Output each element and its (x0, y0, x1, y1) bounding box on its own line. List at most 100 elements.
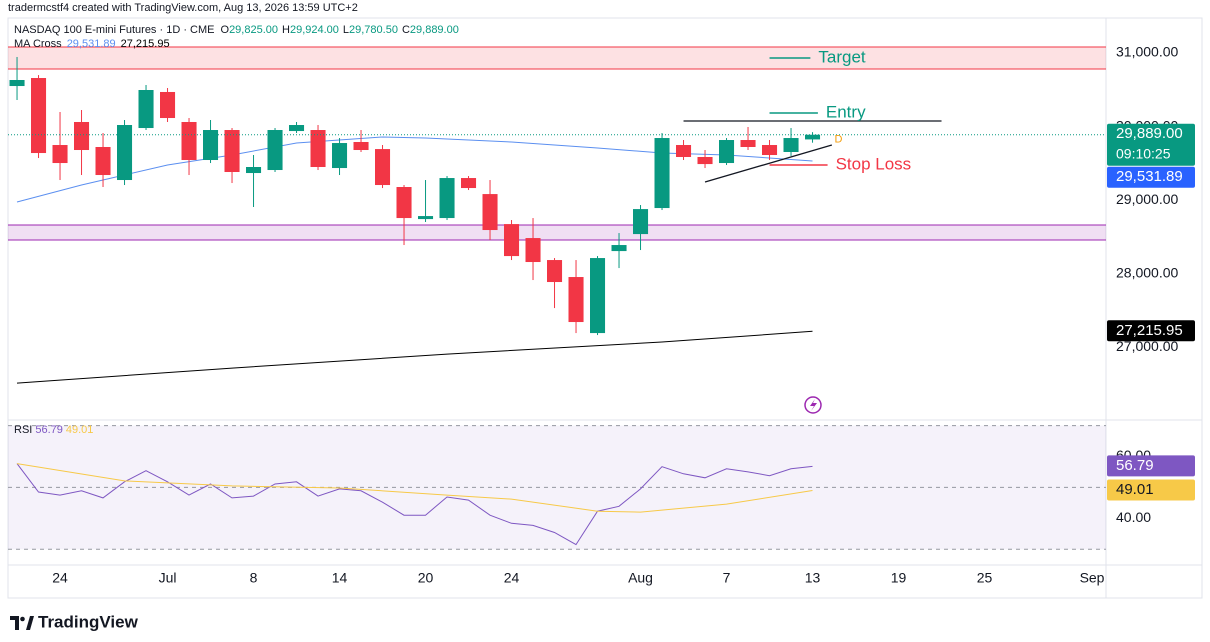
price-badge-label: 49.01 (1116, 481, 1154, 498)
y-tick-label: 29,000.00 (1116, 191, 1178, 207)
candle-body (332, 143, 348, 169)
legend-title: NASDAQ 100 E-mini Futures · 1D · CME (14, 24, 215, 36)
legend-key: H (282, 24, 290, 36)
candle-body (418, 216, 434, 220)
candle-body (267, 130, 283, 171)
zone (8, 225, 1106, 241)
candle-body (117, 125, 133, 181)
candle-body (805, 134, 821, 140)
y-tick-label: 27,000.00 (1116, 338, 1178, 354)
price-badge-label: 29,531.89 (1116, 168, 1183, 185)
price-pane: 27,000.0028,000.0029,000.0030,000.0031,0… (8, 24, 1178, 384)
y-tick-label: 40.00 (1116, 509, 1151, 525)
candle-body (138, 90, 154, 129)
legend-value: 49.01 (66, 424, 94, 436)
footer-logo (10, 616, 34, 630)
legend-value: 29,825.00 (229, 24, 278, 36)
price-badge (1107, 166, 1195, 188)
legend-value: 29,531.89 (67, 38, 116, 50)
candle-body (611, 245, 627, 252)
price-badge-label: 56.79 (1116, 457, 1154, 474)
annotation-label: Stop Loss (836, 155, 912, 174)
trend-line (704, 144, 833, 183)
candle-body (181, 121, 197, 161)
legend: NASDAQ 100 E-mini Futures · 1D · CME O29,… (14, 24, 459, 36)
moving-average (16, 330, 813, 384)
rsi-line (16, 463, 813, 546)
candle-body (525, 238, 541, 263)
candle-body (461, 178, 477, 189)
price-badge-label: 27,215.95 (1116, 322, 1183, 339)
y-tick-label: 28,000.00 (1116, 264, 1178, 280)
zone (8, 46, 1106, 70)
legend-key: O (221, 24, 230, 36)
annotation-label: Target (818, 47, 866, 66)
candle-body (654, 138, 670, 209)
legend-title: MA Cross (14, 38, 62, 50)
legend-key: L (343, 24, 349, 36)
logo-slash (26, 616, 34, 630)
candle-body (482, 194, 498, 231)
x-tick-label: 25 (977, 570, 993, 586)
countdown: 09:10:25 (1116, 145, 1171, 161)
candle-body (719, 140, 735, 164)
price-badge (1107, 455, 1195, 477)
candle-body (31, 78, 47, 154)
candle-body (203, 130, 219, 161)
chart-frame (7, 17, 1203, 599)
price-badge (1107, 320, 1195, 342)
candle-body (740, 140, 756, 147)
legend-key: C (402, 24, 410, 36)
candle-body (160, 91, 176, 119)
bar-marker: D (835, 134, 843, 146)
legend-value: 27,215.95 (121, 38, 170, 50)
x-tick-label: Aug (628, 570, 653, 586)
price-badge (1107, 123, 1195, 166)
legend-value: 29,924.00 (290, 24, 339, 36)
candle-body (224, 130, 240, 173)
x-tick-label: Sep (1080, 570, 1105, 586)
candle-body (762, 145, 778, 156)
legend-value: 56.79 (35, 424, 63, 436)
price-badge (1107, 479, 1195, 501)
legend: MA Cross 29,531.89 27,215.95 (14, 38, 170, 50)
rsi-band (8, 425, 1106, 550)
candle-body (547, 260, 563, 283)
candle-body (396, 187, 412, 219)
candle-body (676, 145, 692, 158)
candle-body (504, 224, 520, 257)
candle-body (74, 121, 90, 151)
y-tick-label: 31,000.00 (1116, 44, 1178, 60)
legend-value: 29,780.50 (349, 24, 398, 36)
candle-body (246, 167, 262, 174)
price-badge-label: 29,889.00 (1116, 125, 1183, 142)
candle-body (439, 178, 455, 219)
x-tick-label: 20 (418, 570, 434, 586)
x-tick-label: 7 (723, 570, 731, 586)
candle-body (783, 138, 799, 152)
candle-body (590, 258, 606, 334)
candle-body (9, 79, 25, 87)
x-tick-label: 8 (250, 570, 258, 586)
event-icon[interactable] (804, 396, 822, 414)
candle-body (310, 130, 326, 168)
x-tick-label: Jul (159, 570, 177, 586)
annotation-label: Entry (826, 103, 866, 122)
candle-body (633, 209, 649, 235)
logo-dot (20, 616, 25, 622)
x-tick-label: 24 (504, 570, 520, 586)
x-tick-label: 14 (332, 570, 348, 586)
x-tick-label: 19 (891, 570, 907, 586)
candle-body (697, 157, 713, 165)
candle-body (568, 277, 584, 323)
moving-average (16, 136, 813, 203)
candle-body (375, 149, 391, 186)
header: tradermcstf4 created with TradingView.co… (8, 2, 358, 14)
event-icon-bolt (810, 399, 817, 411)
candle-body (52, 145, 68, 164)
x-tick-label: 24 (52, 570, 68, 586)
candle-body (95, 146, 111, 176)
